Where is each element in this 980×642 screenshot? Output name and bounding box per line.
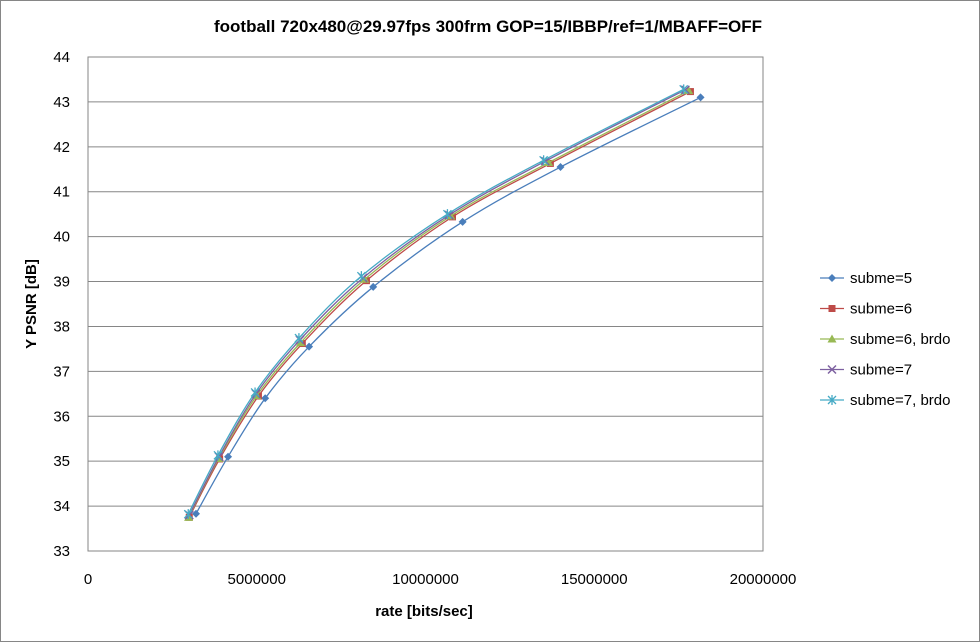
x-tick-label: 10000000 <box>392 571 459 588</box>
y-tick-label: 40 <box>53 229 70 246</box>
y-tick-label: 43 <box>53 94 70 111</box>
data-point <box>261 394 270 403</box>
data-point <box>369 282 378 291</box>
data-point <box>556 163 565 172</box>
legend: subme=5 subme=6 subme=6, brdo subme=7 subme=… <box>820 270 950 409</box>
series-line <box>195 96 701 515</box>
y-tick-label: 37 <box>53 363 70 380</box>
y-tick-labels: 33 34 35 36 37 38 39 40 41 42 43 44 <box>53 49 70 560</box>
series-0 <box>192 93 705 518</box>
legend-label: subme=6 <box>850 301 912 318</box>
x-tick-labels: 0 5000000 10000000 15000000 20000000 <box>84 571 797 588</box>
series-2 <box>184 86 694 521</box>
data-point <box>294 333 304 344</box>
data-point <box>183 509 193 520</box>
legend-item: subme=7, brdo <box>820 392 950 409</box>
legend-marker <box>828 305 836 312</box>
series-line <box>188 91 691 518</box>
data-point <box>296 338 306 347</box>
y-tick-label: 41 <box>53 184 70 201</box>
series-line <box>187 90 690 518</box>
legend-item: subme=6, brdo <box>820 331 950 348</box>
series-3 <box>184 85 690 520</box>
legend-label: subme=7, brdo <box>850 392 950 409</box>
series-4 <box>183 84 689 520</box>
y-tick-label: 35 <box>53 453 70 470</box>
data-point <box>442 209 452 220</box>
data-point <box>305 342 314 351</box>
data-point <box>539 155 549 166</box>
y-tick-label: 34 <box>53 498 70 515</box>
data-point <box>224 452 233 461</box>
data-point <box>356 271 366 282</box>
legend-item: subme=5 <box>820 270 912 287</box>
x-tick-label: 20000000 <box>730 571 797 588</box>
legend-label: subme=5 <box>850 270 912 287</box>
data-point <box>458 217 467 226</box>
data-point <box>250 387 260 398</box>
series-1 <box>185 88 694 521</box>
y-tick-label: 38 <box>53 318 70 335</box>
y-tick-label: 33 <box>53 543 70 560</box>
y-axis-title: Y PSNR [dB] <box>23 259 40 349</box>
y-tick-label: 44 <box>53 49 70 66</box>
data-point <box>446 211 456 220</box>
legend-marker <box>827 395 837 405</box>
data-point <box>679 84 689 95</box>
gridlines <box>88 56 763 552</box>
series-line <box>188 89 686 516</box>
y-tick-label: 42 <box>53 139 70 156</box>
series-layer <box>183 84 705 521</box>
series-line <box>187 88 684 515</box>
data-point <box>696 93 705 102</box>
x-tick-label: 15000000 <box>561 571 628 588</box>
y-tick-label: 39 <box>53 274 70 291</box>
data-point <box>680 85 690 95</box>
legend-label: subme=7 <box>850 362 912 379</box>
legend-item: subme=6 <box>820 301 912 318</box>
legend-marker <box>827 334 837 343</box>
legend-marker <box>828 274 836 282</box>
x-tick-label: 0 <box>84 571 92 588</box>
data-point <box>544 158 554 167</box>
data-point <box>213 450 223 461</box>
chart-title: football 720x480@29.97fps 300frm GOP=15/… <box>214 17 762 36</box>
x-axis-title: rate [bits/sec] <box>375 603 473 620</box>
x-tick-label: 5000000 <box>228 571 286 588</box>
legend-label: subme=6, brdo <box>850 331 950 348</box>
plot-area-border <box>87 56 764 552</box>
legend-marker <box>827 364 837 375</box>
legend-item: subme=7 <box>820 362 912 379</box>
y-tick-label: 36 <box>53 408 70 425</box>
data-point <box>192 509 200 518</box>
